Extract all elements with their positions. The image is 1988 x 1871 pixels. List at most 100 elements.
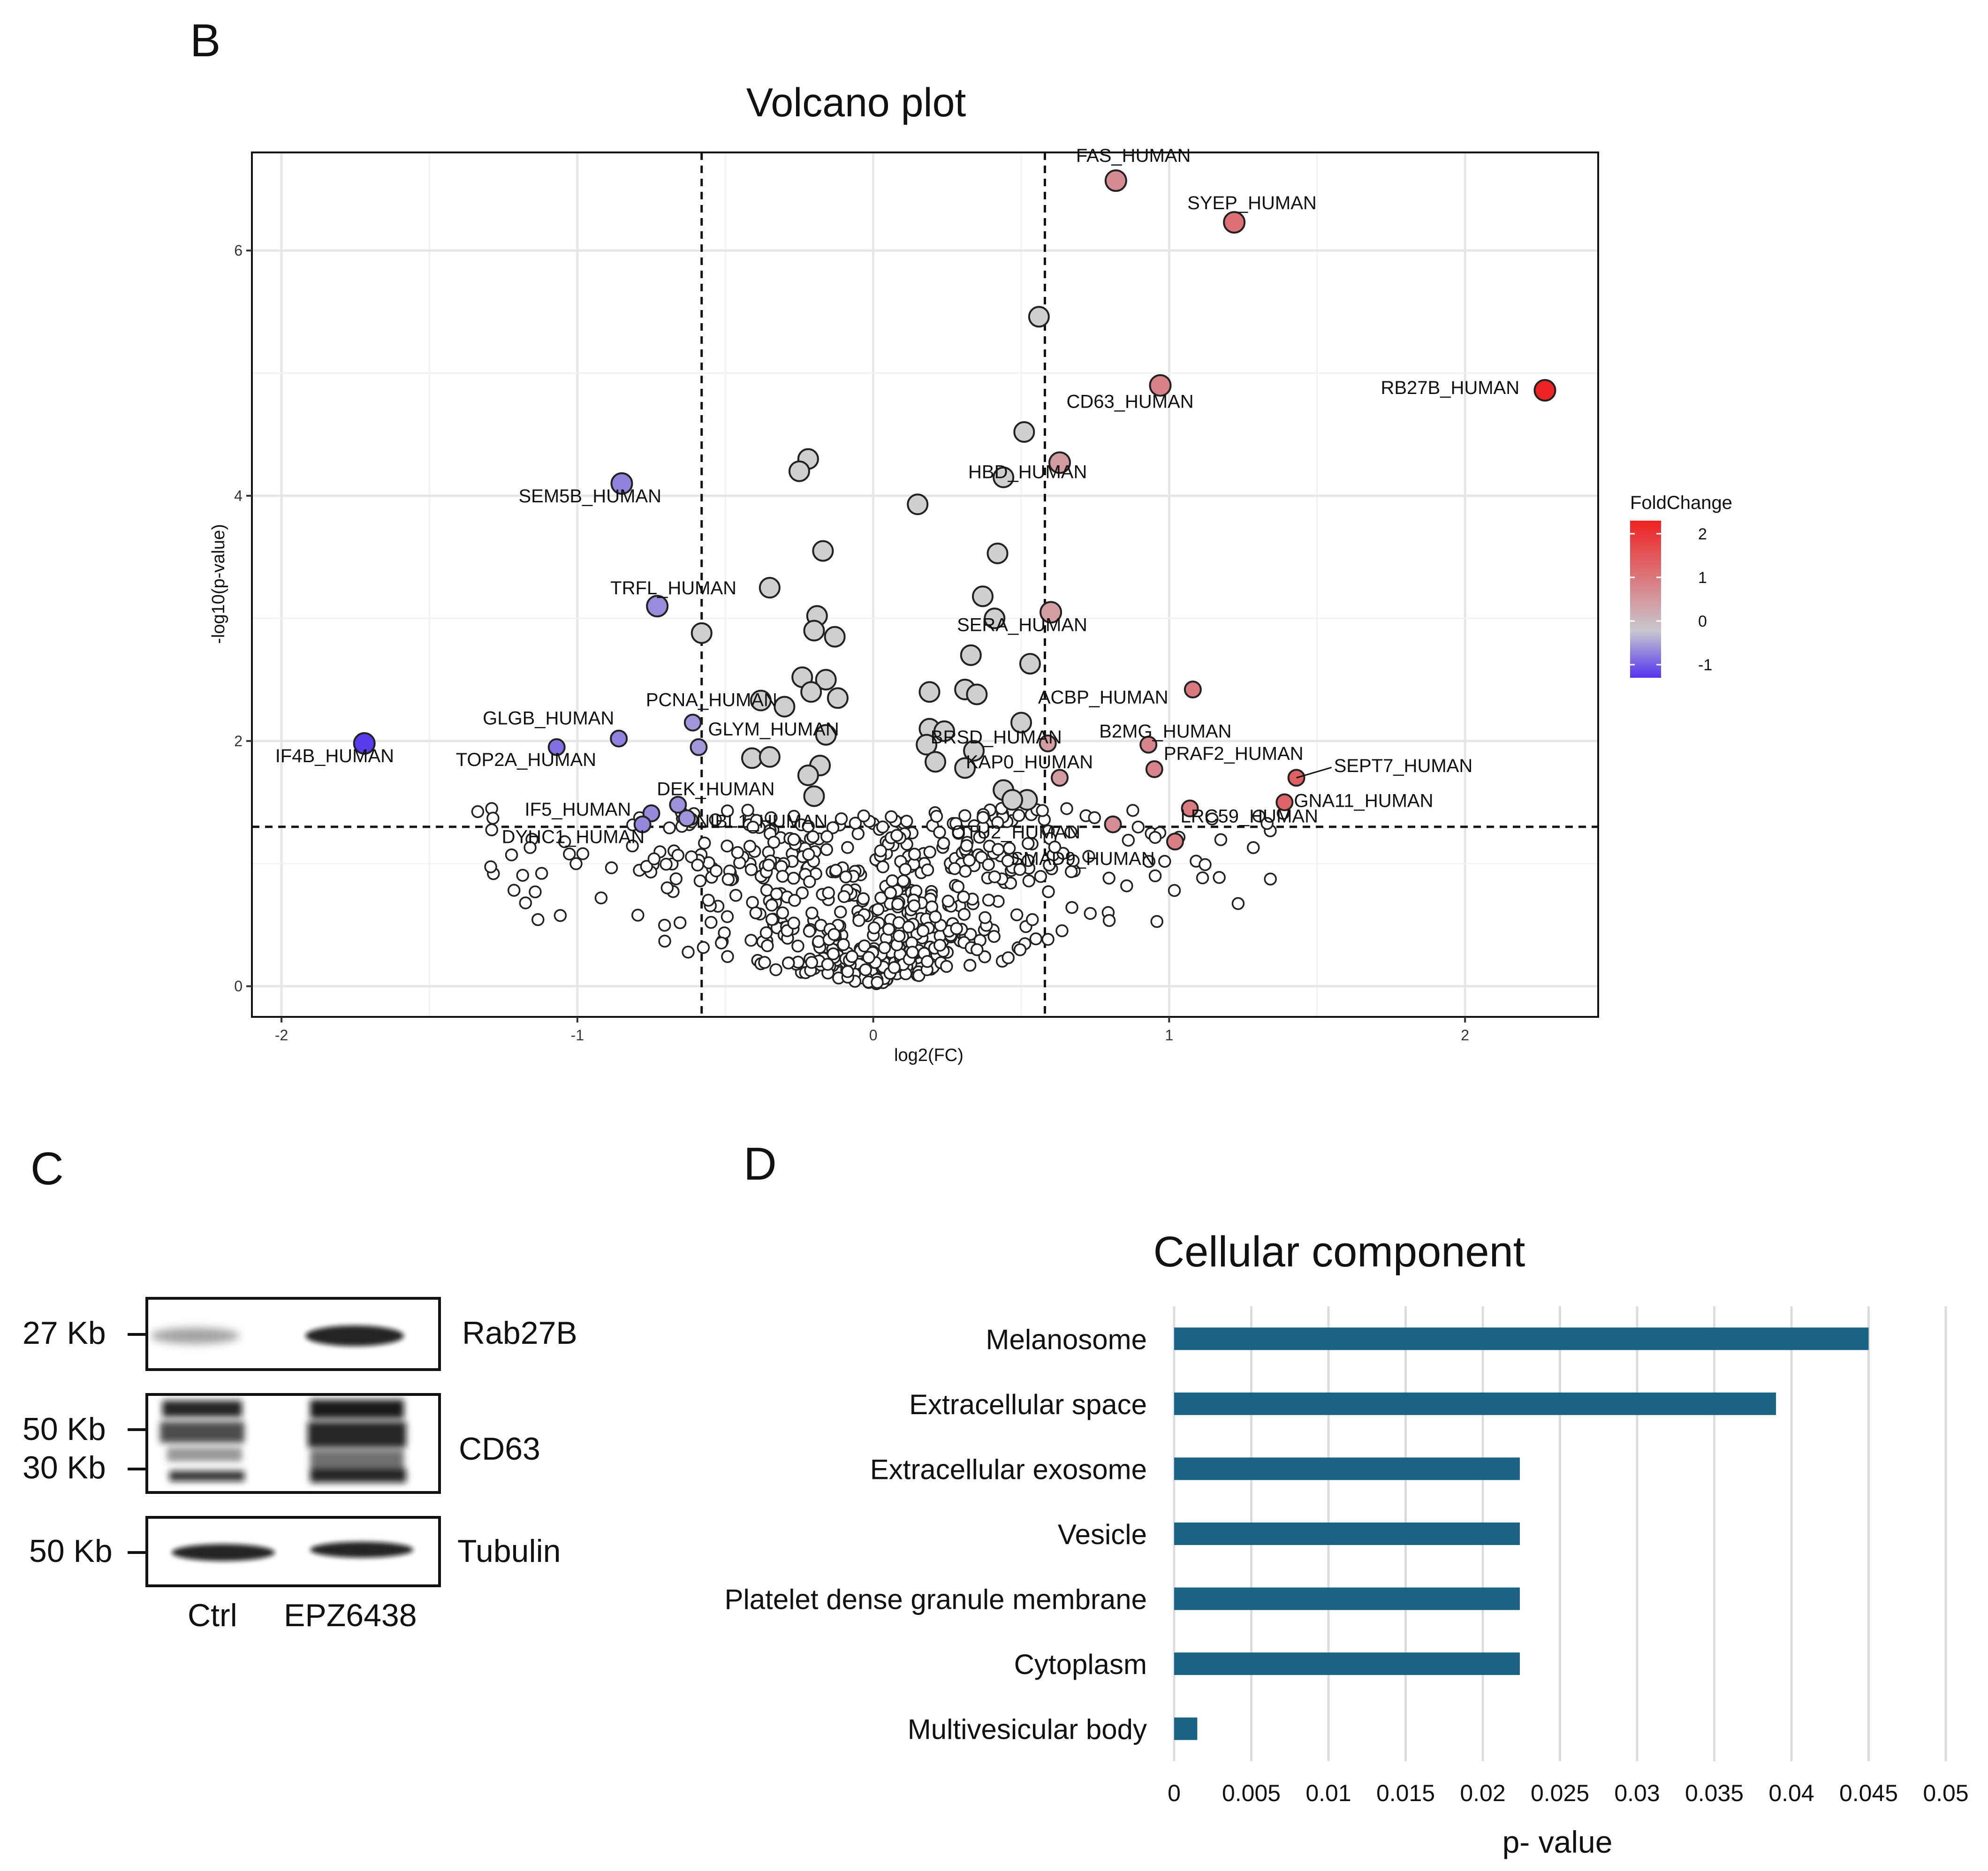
volcano-plot: Volcano plot FAS_HUMAN SYEP_HUMAN RB27B_HU… xyxy=(209,80,1732,1065)
data-point xyxy=(941,894,955,908)
point-label: FAS_HUMAN xyxy=(1076,145,1191,166)
category-label: Cytoplasm xyxy=(1014,1649,1147,1680)
data-point xyxy=(950,922,963,935)
data-point xyxy=(1196,871,1209,885)
data-point xyxy=(787,833,800,846)
data-point xyxy=(933,720,955,742)
marker-30kb: 30 Kb xyxy=(23,1450,106,1485)
x-tick-label: -1 xyxy=(571,1027,584,1044)
data-point xyxy=(933,939,947,952)
point-label: BRSD_HUMAN xyxy=(931,727,1062,748)
panel-label-d: D xyxy=(744,1138,777,1189)
data-point xyxy=(1206,812,1219,826)
category-label: Multivesicular body xyxy=(908,1714,1147,1745)
data-point xyxy=(820,843,833,856)
x-tick-label: 0.05 xyxy=(1923,1780,1968,1806)
data-point xyxy=(765,898,778,912)
western-blot: 27 Kb 50 Kb 30 Kb 50 Kb Rab27B CD63 Tubu… xyxy=(0,1220,657,1689)
data-point xyxy=(815,724,837,746)
data-point xyxy=(849,817,862,830)
go-category-labels: Melanosome Extracellular space Extracellul… xyxy=(724,1324,1147,1745)
x-tick-label: 0.005 xyxy=(1222,1780,1281,1806)
data-point xyxy=(1010,908,1024,922)
data-point xyxy=(976,811,990,824)
data-point xyxy=(721,804,734,818)
point-label: SERA_HUMAN xyxy=(957,614,1087,635)
data-point xyxy=(767,835,781,849)
data-point xyxy=(802,819,815,833)
data-point xyxy=(1148,869,1162,882)
data-point xyxy=(882,923,895,936)
data-point xyxy=(776,906,789,919)
go-bars xyxy=(1174,1327,1869,1740)
data-point xyxy=(937,837,950,850)
data-point xyxy=(698,836,711,850)
data-point xyxy=(971,943,984,956)
data-point xyxy=(1048,841,1062,854)
band-rab27b-epz6438 xyxy=(305,1326,404,1346)
labeled-data-point xyxy=(683,713,702,732)
data-point xyxy=(731,846,744,859)
labeled-data-point xyxy=(1139,735,1158,754)
data-point xyxy=(841,965,854,978)
labeled-data-point xyxy=(1181,799,1199,818)
blot-tubulin xyxy=(145,1516,441,1587)
point-label: ACBP_HUMAN xyxy=(1038,687,1169,708)
data-point xyxy=(984,607,1006,629)
data-point xyxy=(762,858,775,872)
data-point xyxy=(982,894,995,907)
data-point xyxy=(558,835,571,848)
labeled-data-point xyxy=(1039,735,1057,753)
volcano-x-ticks: -2 -1 0 1 2 xyxy=(275,1017,1469,1044)
data-point xyxy=(806,830,819,843)
data-point xyxy=(948,862,961,875)
bar xyxy=(1174,1717,1198,1740)
data-point xyxy=(826,821,840,834)
category-label: Extracellular space xyxy=(909,1389,1147,1420)
data-point xyxy=(916,924,930,938)
blot-cd63 xyxy=(145,1393,441,1494)
volcano-y-axis-label: -log10(p-value) xyxy=(209,524,228,644)
data-point xyxy=(820,830,834,843)
legend-tick-label: 0 xyxy=(1698,613,1707,630)
data-point xyxy=(902,920,915,934)
data-point xyxy=(761,939,774,953)
labeled-data-point xyxy=(1051,769,1069,787)
data-point xyxy=(885,810,898,823)
data-point xyxy=(991,843,1005,856)
x-tick-label: 1 xyxy=(1165,1027,1173,1044)
point-label: GLYM_HUMAN xyxy=(708,719,839,740)
point-label: RB27B_HUMAN xyxy=(1381,378,1519,398)
x-tick-label: 0.02 xyxy=(1460,1780,1505,1806)
data-point xyxy=(871,976,884,989)
data-point xyxy=(782,956,795,970)
protein-tubulin: Tubulin xyxy=(457,1533,561,1569)
panel-label-c: C xyxy=(30,1143,64,1194)
data-point xyxy=(954,757,976,779)
data-point xyxy=(486,811,500,825)
data-point xyxy=(769,963,782,977)
y-tick-label: 6 xyxy=(234,242,243,259)
data-point xyxy=(1064,826,1077,839)
data-point xyxy=(484,860,497,873)
labeled-data-point xyxy=(1040,601,1062,624)
data-point xyxy=(891,897,904,911)
point-label: DEK_HUMAN xyxy=(657,779,774,800)
legend-tick-label: -1 xyxy=(1698,656,1712,674)
data-point xyxy=(827,947,840,961)
smear-cd63-epz6438 xyxy=(308,1400,406,1483)
data-point xyxy=(1028,306,1050,328)
bar xyxy=(1174,1327,1869,1350)
labeled-data-point xyxy=(669,795,687,814)
data-point xyxy=(660,857,673,871)
data-point xyxy=(988,870,1002,884)
data-point xyxy=(1001,854,1015,867)
data-point xyxy=(693,874,707,887)
data-point xyxy=(907,899,921,912)
data-point xyxy=(857,809,871,823)
data-point xyxy=(1019,653,1041,675)
data-point xyxy=(923,845,936,859)
volcano-point-labels: FAS_HUMAN SYEP_HUMAN RB27B_HUMAN CD63_HUMAN… xyxy=(275,145,1519,869)
x-tick-label: 0.045 xyxy=(1839,1780,1898,1806)
data-point xyxy=(837,938,850,951)
